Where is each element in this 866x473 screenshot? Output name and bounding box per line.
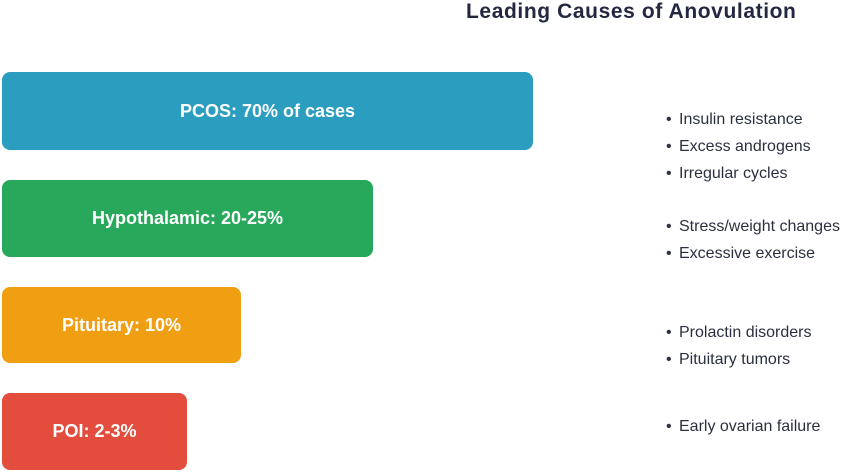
notes-pituitary: Prolactin disorders Pituitary tumors [666,319,812,373]
bar-pituitary: Pituitary: 10% [2,287,241,363]
bar-pcos: PCOS: 70% of cases [2,72,533,150]
note-item: Pituitary tumors [666,346,812,373]
note-item: Irregular cycles [666,160,811,187]
bar-label-hypothalamic: Hypothalamic: 20-25% [91,208,284,228]
note-item: Early ovarian failure [666,413,820,440]
bar-label-pituitary: Pituitary: 10% [61,314,182,335]
note-item: Insulin resistance [666,106,811,133]
bar-hypothalamic: Hypothalamic: 20-25% [2,180,373,257]
notes-hypothalamic: Stress/weight changes Excessive exercise [666,213,840,267]
note-item: Prolactin disorders [666,319,812,346]
chart-title: Leading Causes of Anovulation [466,0,797,23]
note-item: Stress/weight changes [666,213,840,240]
bar-poi: POI: 2-3% [2,393,187,470]
notes-poi: Early ovarian failure [666,413,820,440]
bar-label-pcos: PCOS: 70% of cases [179,100,356,121]
note-item: Excessive exercise [666,240,840,267]
note-item: Excess androgens [666,133,811,160]
bar-label-poi: POI: 2-3% [52,421,137,441]
notes-pcos: Insulin resistance Excess androgens Irre… [666,106,811,187]
